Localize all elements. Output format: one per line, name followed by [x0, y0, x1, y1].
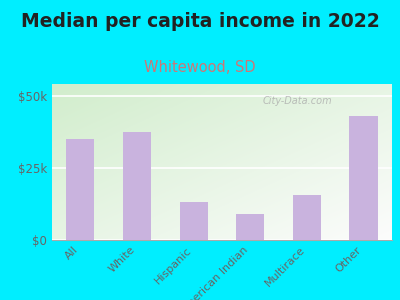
Bar	[123, 132, 151, 240]
Bar	[350, 116, 378, 240]
Text: Median per capita income in 2022: Median per capita income in 2022	[21, 12, 379, 31]
Bar	[236, 214, 264, 240]
Text: Whitewood, SD: Whitewood, SD	[144, 60, 256, 75]
Bar	[180, 202, 208, 240]
Bar	[66, 139, 94, 240]
Text: City-Data.com: City-Data.com	[263, 97, 332, 106]
Bar	[293, 195, 321, 240]
